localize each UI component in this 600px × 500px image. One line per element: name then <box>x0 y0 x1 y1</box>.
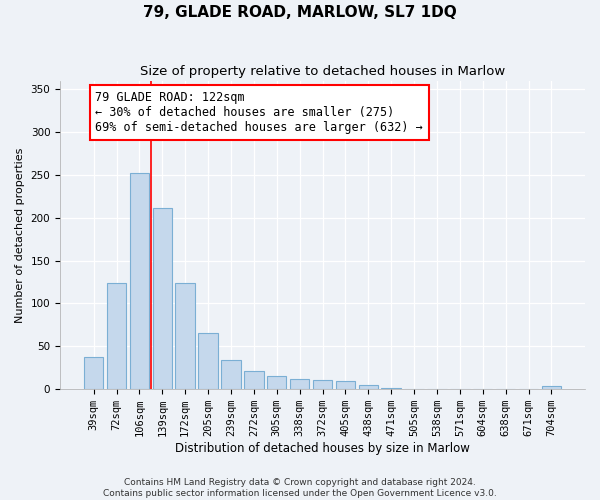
Bar <box>84 358 103 389</box>
Bar <box>335 380 355 389</box>
Bar <box>199 334 218 389</box>
Bar <box>290 379 310 389</box>
Bar <box>152 208 172 389</box>
Bar <box>359 385 378 389</box>
Bar <box>382 388 401 389</box>
Bar <box>221 360 241 389</box>
Bar <box>542 386 561 389</box>
Bar <box>175 283 195 389</box>
X-axis label: Distribution of detached houses by size in Marlow: Distribution of detached houses by size … <box>175 442 470 455</box>
Bar <box>244 371 263 389</box>
Text: 79, GLADE ROAD, MARLOW, SL7 1DQ: 79, GLADE ROAD, MARLOW, SL7 1DQ <box>143 5 457 20</box>
Bar <box>267 376 286 389</box>
Bar <box>130 173 149 389</box>
Text: Contains HM Land Registry data © Crown copyright and database right 2024.
Contai: Contains HM Land Registry data © Crown c… <box>103 478 497 498</box>
Title: Size of property relative to detached houses in Marlow: Size of property relative to detached ho… <box>140 65 505 78</box>
Bar <box>107 283 126 389</box>
Text: 79 GLADE ROAD: 122sqm
← 30% of detached houses are smaller (275)
69% of semi-det: 79 GLADE ROAD: 122sqm ← 30% of detached … <box>95 91 423 134</box>
Bar <box>313 380 332 389</box>
Y-axis label: Number of detached properties: Number of detached properties <box>15 147 25 322</box>
